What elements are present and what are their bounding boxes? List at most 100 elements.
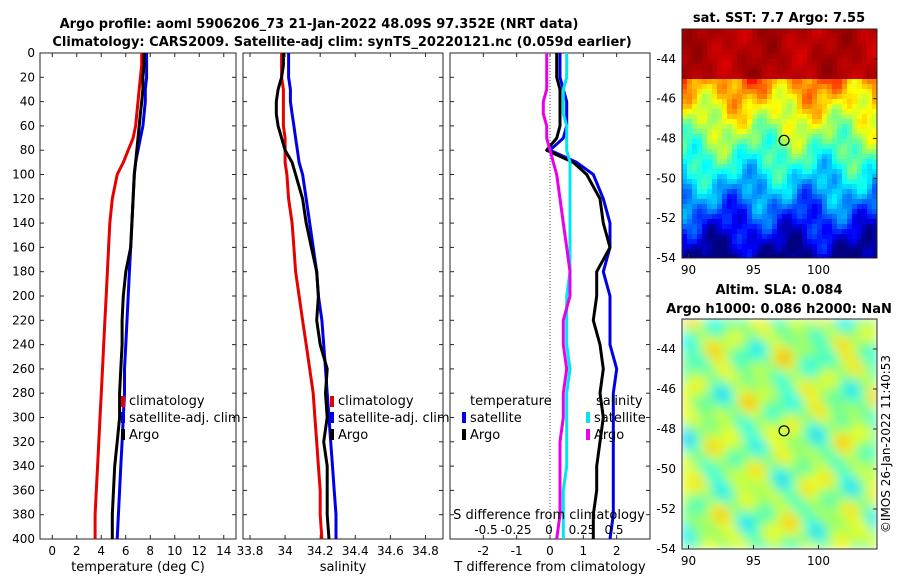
map-cell [707, 154, 713, 160]
map-x-tick-label: 100 [807, 554, 830, 568]
map-cell [802, 334, 808, 340]
map-y-tick-label: -48 [656, 132, 676, 146]
map-cell [742, 359, 748, 365]
map-cell [842, 94, 848, 100]
map-cell [712, 89, 718, 95]
map-cell [837, 524, 843, 530]
map-cell [862, 449, 868, 455]
map-cell [777, 514, 783, 520]
map-cell [862, 129, 868, 135]
map-cell [732, 344, 738, 350]
map-cell [782, 139, 788, 145]
map-cell [852, 384, 858, 390]
map-cell [772, 129, 778, 135]
map-cell [872, 529, 877, 535]
map-cell [707, 114, 713, 120]
map-cell [742, 319, 748, 325]
map-cell [747, 159, 753, 165]
map-cell [852, 84, 858, 90]
map-cell [767, 254, 773, 258]
map-cell [737, 214, 743, 220]
map-cell [827, 94, 833, 100]
map-cell [787, 149, 793, 155]
map-cell [807, 484, 813, 490]
map-cell [827, 114, 833, 120]
map-cell [702, 249, 708, 255]
map-cell [857, 74, 863, 80]
map-cell [817, 89, 823, 95]
map-cell [742, 399, 748, 405]
map-cell [852, 459, 858, 465]
map-cell [767, 479, 773, 485]
map-cell [772, 174, 778, 180]
map-cell [792, 194, 798, 200]
map-cell [872, 104, 877, 110]
map-cell [867, 514, 873, 520]
map-cell [697, 429, 703, 435]
plot-frame [242, 52, 444, 540]
map-cell [732, 119, 738, 125]
map-cell [822, 504, 828, 510]
map-cell [692, 149, 698, 155]
map-cell [797, 319, 803, 325]
map-cell [802, 59, 808, 65]
map-cell [827, 214, 833, 220]
map-cell [712, 369, 718, 375]
map-cell [772, 484, 778, 490]
map-cell [852, 39, 858, 45]
map-cell [772, 454, 778, 460]
map-cell [767, 354, 773, 360]
map-cell [732, 374, 738, 380]
map-cell [867, 59, 873, 65]
map-cell [782, 174, 788, 180]
map-cell [842, 234, 848, 240]
map-cell [712, 189, 718, 195]
map-cell [752, 504, 758, 510]
map-cell [852, 239, 858, 245]
map-cell [747, 54, 753, 60]
map-cell [807, 99, 813, 105]
map-cell [847, 199, 853, 205]
map-cell [722, 544, 728, 549]
map-cell [687, 394, 693, 400]
map-cell [682, 154, 688, 160]
map-cell [782, 159, 788, 165]
map-cell [687, 374, 693, 380]
map-cell [872, 254, 877, 258]
map-cell [682, 349, 688, 355]
map-cell [717, 439, 723, 445]
map-cell [682, 199, 688, 205]
map-cell [812, 224, 818, 230]
map-cell [707, 44, 713, 50]
map-cell [772, 79, 778, 85]
map-cell [777, 99, 783, 105]
map-cell [687, 119, 693, 125]
map-cell [712, 149, 718, 155]
map-cell [762, 234, 768, 240]
map-cell [697, 229, 703, 235]
map-cell [827, 399, 833, 405]
map-cell [747, 474, 753, 480]
map-cell [717, 509, 723, 515]
map-cell [802, 479, 808, 485]
map-cell [717, 99, 723, 105]
map-cell [822, 139, 828, 145]
map-cell [692, 349, 698, 355]
map-cell [737, 179, 743, 185]
map-cell [722, 369, 728, 375]
y-tick-label: 220 [12, 313, 35, 327]
map-cell [822, 519, 828, 525]
map-cell [862, 429, 868, 435]
map-cell [762, 239, 768, 245]
map-cell [692, 539, 698, 545]
map-cell [727, 439, 733, 445]
map-cell [707, 379, 713, 385]
map-cell [872, 514, 877, 520]
map-cell [847, 209, 853, 215]
map-cell [707, 459, 713, 465]
map-cell [797, 364, 803, 370]
map-cell [687, 484, 693, 490]
map-cell [682, 139, 688, 145]
map-cell [687, 59, 693, 65]
map-cell [822, 384, 828, 390]
